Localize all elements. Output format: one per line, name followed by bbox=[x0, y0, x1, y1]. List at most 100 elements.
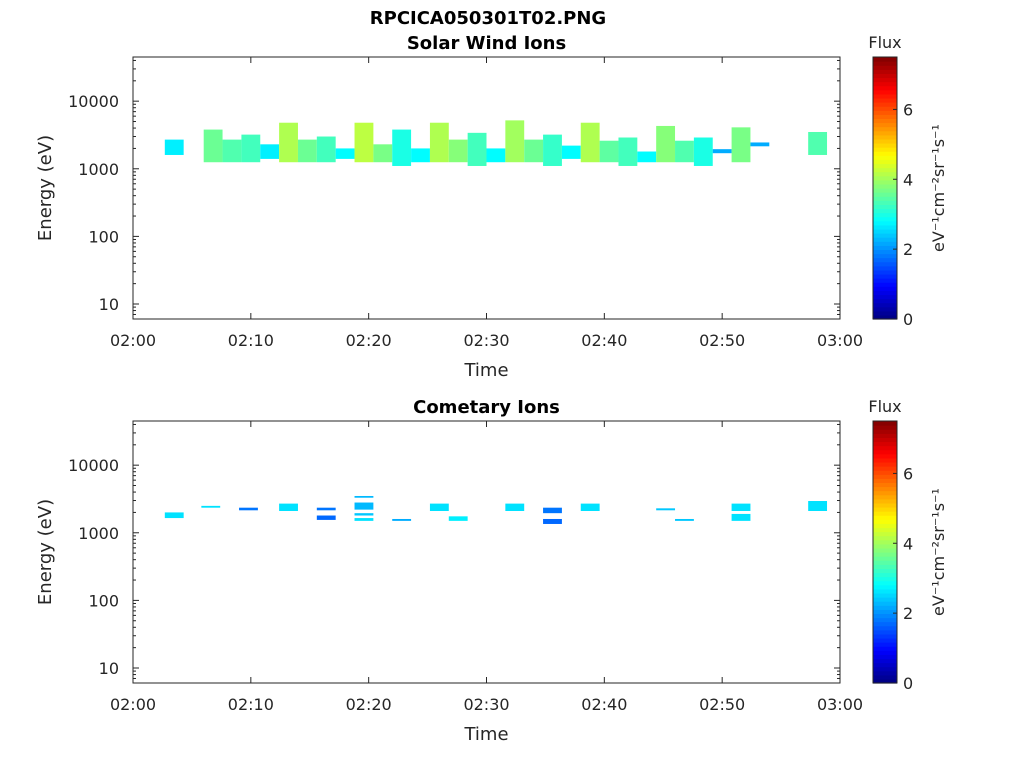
colorbar-segment bbox=[873, 196, 897, 201]
colorbar-segment bbox=[873, 245, 897, 250]
data-cell bbox=[354, 502, 374, 510]
y-tick-label: 1000 bbox=[78, 160, 119, 179]
colorbar-segment bbox=[873, 294, 897, 300]
y-tick-label: 10 bbox=[99, 659, 119, 678]
colorbar-segment bbox=[873, 466, 897, 471]
data-cell bbox=[354, 495, 374, 498]
colorbar-segment bbox=[873, 515, 897, 520]
panel-solar-wind-ions: Solar Wind Ions 02:00 02:10 02:20 02:30 02:40… bbox=[35, 33, 948, 381]
colorbar-segment bbox=[873, 588, 897, 594]
colorbar-segment bbox=[873, 237, 897, 242]
colorbar-segment bbox=[873, 482, 897, 488]
colorbar-frame bbox=[872, 56, 898, 320]
y-axis-label: Energy (eV) bbox=[35, 135, 56, 241]
data-cell bbox=[656, 508, 676, 511]
data-cell bbox=[486, 148, 506, 163]
y-tick-label: 10000 bbox=[68, 456, 119, 475]
colorbar-tick-label: 4 bbox=[903, 170, 913, 189]
colorbar-segment bbox=[873, 204, 897, 210]
data-cell bbox=[448, 139, 468, 163]
data-cell bbox=[203, 129, 223, 163]
colorbar-segment bbox=[873, 61, 897, 66]
colorbar-segment bbox=[873, 81, 897, 87]
colorbar-segment bbox=[873, 494, 897, 500]
colorbar-segment bbox=[873, 625, 897, 631]
colorbar-unit-label: eV⁻¹cm⁻²sr⁻¹s⁻¹ bbox=[929, 488, 948, 616]
colorbar-segment bbox=[873, 73, 897, 79]
data-cell bbox=[429, 503, 449, 511]
colorbar-segment bbox=[873, 212, 897, 218]
colorbar-tick-label: 2 bbox=[903, 604, 913, 623]
colorbar-segment bbox=[873, 147, 897, 152]
colorbar-segment bbox=[873, 621, 897, 627]
colorbar-segment bbox=[873, 85, 897, 91]
colorbar-segment bbox=[873, 249, 897, 255]
y-tick-label: 100 bbox=[88, 227, 119, 246]
data-cell bbox=[808, 501, 828, 511]
data-cell bbox=[354, 122, 374, 163]
colorbar-segment bbox=[873, 437, 897, 443]
colorbar: 0 2 4 6 Flux eV⁻¹cm⁻²sr⁻¹s⁻¹ bbox=[868, 397, 948, 693]
colorbar-segment bbox=[873, 126, 897, 132]
colorbar-tick-label: 6 bbox=[903, 464, 913, 483]
data-cell bbox=[656, 125, 676, 163]
colorbar-segment bbox=[873, 654, 897, 660]
colorbar-segment bbox=[873, 433, 897, 438]
data-cell bbox=[599, 140, 619, 163]
colorbar-segment bbox=[873, 138, 897, 144]
colorbar-segment bbox=[873, 302, 897, 308]
data-cell bbox=[354, 518, 374, 521]
colorbar-segment bbox=[873, 216, 897, 222]
colorbar-segment bbox=[873, 506, 897, 512]
data-cell bbox=[731, 127, 751, 163]
data-cell bbox=[316, 507, 336, 511]
data-cell bbox=[675, 140, 694, 163]
data-cell bbox=[561, 145, 581, 159]
data-cell bbox=[164, 512, 184, 519]
data-cell bbox=[392, 518, 412, 521]
colorbar-segment bbox=[873, 253, 897, 259]
colorbar-segment bbox=[873, 261, 897, 267]
plot-frame bbox=[132, 420, 841, 684]
colorbar-segment bbox=[873, 93, 897, 99]
colorbar-segment bbox=[873, 601, 897, 606]
data-cell bbox=[467, 132, 487, 166]
colorbar-segment bbox=[873, 171, 897, 177]
colorbar-segment bbox=[873, 461, 897, 467]
data-cell bbox=[241, 134, 261, 163]
figure-title: RPCICA050301T02.PNG bbox=[370, 8, 606, 29]
colorbar-segment bbox=[873, 547, 897, 553]
data-cell bbox=[731, 503, 751, 511]
colorbar-segment bbox=[873, 163, 897, 169]
colorbar-segment bbox=[873, 662, 897, 668]
colorbar-segment bbox=[873, 535, 897, 541]
colorbar-segment bbox=[873, 183, 897, 189]
colorbar-segment bbox=[873, 478, 897, 483]
colorbar-segment bbox=[873, 486, 897, 492]
colorbar-segment bbox=[873, 564, 897, 569]
data-cell bbox=[354, 513, 374, 516]
data-cell bbox=[392, 129, 412, 166]
data-cell bbox=[335, 148, 355, 159]
data-cell bbox=[750, 142, 770, 147]
x-tick-label: 02:00 bbox=[110, 331, 156, 350]
x-tick-label: 03:00 bbox=[817, 331, 863, 350]
colorbar-segment bbox=[873, 556, 897, 561]
data-cell bbox=[411, 148, 430, 163]
colorbar-segment bbox=[873, 642, 897, 647]
colorbar-segment bbox=[873, 449, 897, 455]
colorbar-segment bbox=[873, 65, 897, 70]
colorbar-segment bbox=[873, 568, 897, 574]
colorbar-segment bbox=[873, 273, 897, 279]
colorbar-segment bbox=[873, 220, 897, 226]
colorbar-segment bbox=[873, 179, 897, 185]
data-cell bbox=[316, 515, 336, 520]
colorbar-segment bbox=[873, 502, 897, 508]
colorbar-segment bbox=[873, 151, 897, 156]
colorbar-segment bbox=[873, 192, 897, 197]
colorbar-segment bbox=[873, 613, 897, 619]
colorbar-segment bbox=[873, 208, 897, 214]
x-tick-label: 02:00 bbox=[110, 695, 156, 714]
x-tick-label: 02:40 bbox=[581, 695, 627, 714]
data-cell bbox=[731, 513, 751, 521]
